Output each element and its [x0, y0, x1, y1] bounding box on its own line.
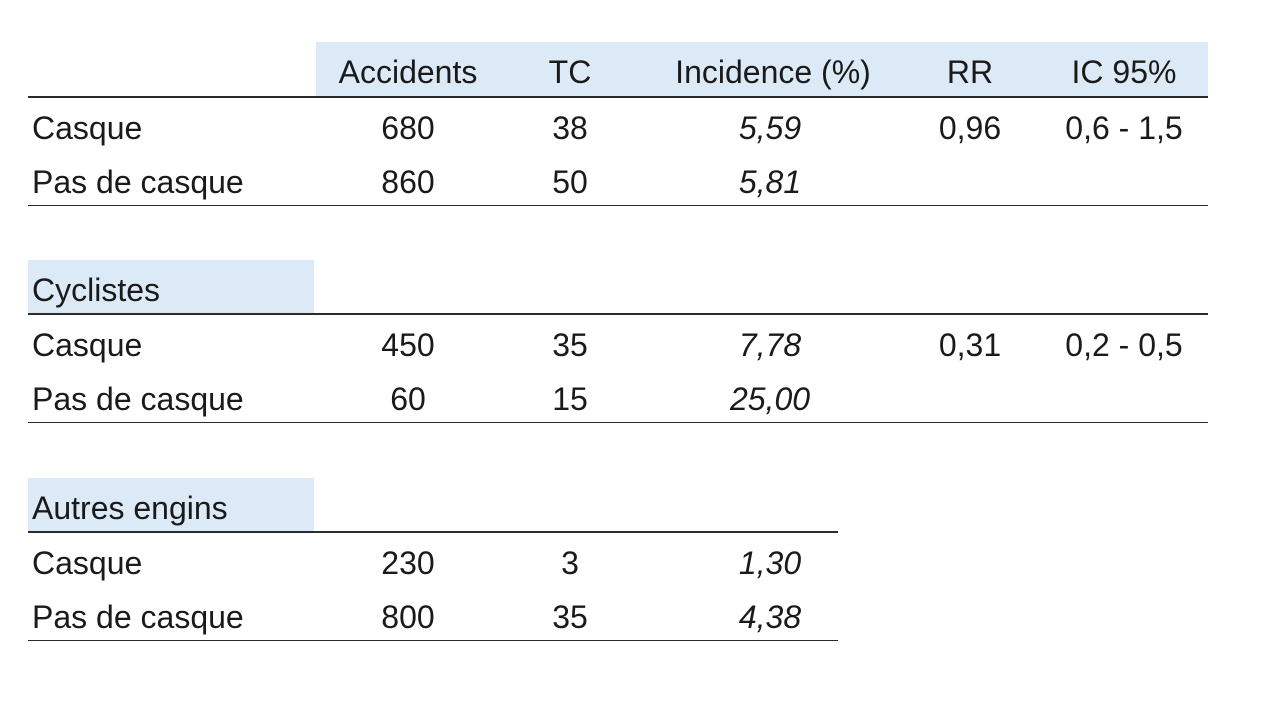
row-ic: 0,6 - 1,5 — [1065, 110, 1183, 146]
row-accidents: 60 — [390, 381, 426, 417]
row-label: Casque — [32, 110, 143, 146]
row-incidence: 5,59 — [738, 110, 802, 146]
header-accidents: Accidents — [338, 54, 478, 90]
section-title: Autres engins — [32, 490, 228, 526]
row-tc: 35 — [552, 327, 588, 363]
row-incidence: 7,78 — [738, 327, 802, 363]
section-title-rule — [28, 531, 838, 533]
row-tc: 35 — [552, 599, 588, 635]
row-accidents: 860 — [381, 164, 435, 200]
row-accidents: 450 — [381, 327, 435, 363]
header-rr: RR — [946, 54, 994, 90]
row-accidents: 680 — [381, 110, 435, 146]
header-rule — [28, 96, 1208, 98]
header-tc: TC — [548, 54, 592, 90]
row-tc: 3 — [561, 545, 579, 581]
row-ic: 0,2 - 0,5 — [1065, 327, 1183, 363]
row-accidents: 800 — [381, 599, 435, 635]
row-accidents: 230 — [381, 545, 435, 581]
section-title-rule — [28, 313, 1208, 315]
row-incidence: 25,00 — [729, 381, 811, 417]
section-title-band — [28, 260, 314, 314]
header-incidence: Incidence (%) — [675, 54, 871, 90]
section-rule — [28, 640, 838, 641]
section-rule — [28, 422, 1208, 423]
row-label: Casque — [32, 327, 143, 363]
section-rule — [28, 205, 1208, 206]
header-ic: IC 95% — [1071, 54, 1177, 90]
row-label: Pas de casque — [32, 164, 244, 200]
row-rr: 0,31 — [938, 327, 1002, 363]
row-tc: 15 — [552, 381, 588, 417]
header-band — [316, 42, 1208, 96]
section-title-band — [28, 478, 314, 532]
row-tc: 38 — [552, 110, 588, 146]
row-label: Pas de casque — [32, 599, 244, 635]
row-rr: 0,96 — [938, 110, 1002, 146]
row-label: Pas de casque — [32, 381, 244, 417]
row-tc: 50 — [552, 164, 588, 200]
row-incidence: 1,30 — [738, 545, 802, 581]
row-incidence: 4,38 — [738, 599, 802, 635]
section-title: Cyclistes — [32, 272, 161, 308]
row-incidence: 5,81 — [738, 164, 802, 200]
row-label: Casque — [32, 545, 143, 581]
